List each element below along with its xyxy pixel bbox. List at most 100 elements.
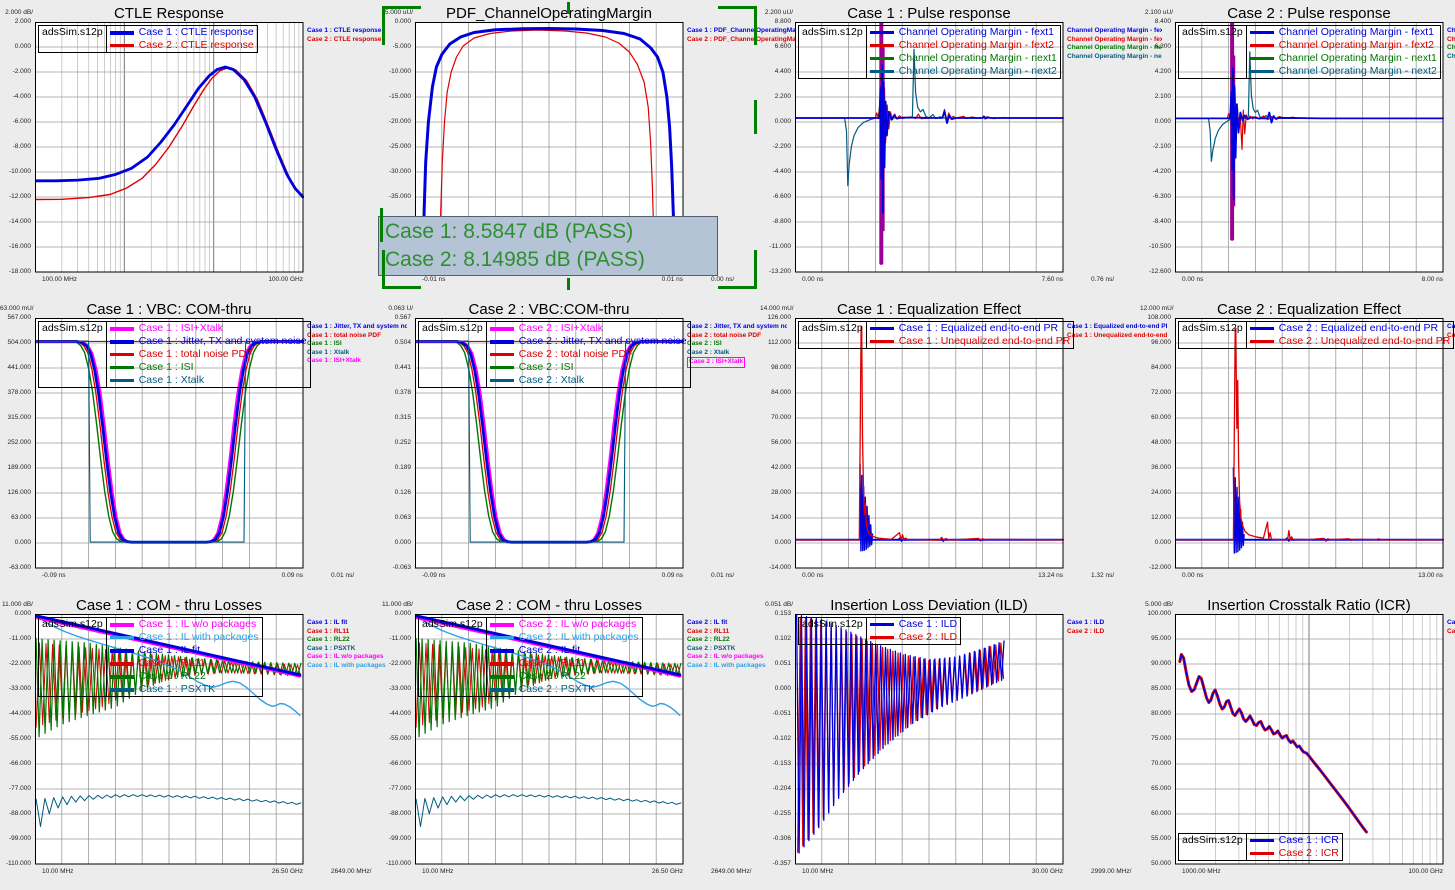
legend-entry[interactable]: Channel Operating Margin - fext1 [1447,27,1455,34]
legend-row[interactable]: Case 1 : IL with packages [109,631,259,644]
legend-entry[interactable]: Case 1 : ILD [1067,619,1105,626]
legend-entry[interactable]: Channel Operating Margin - next2 [1067,52,1162,60]
selection-handle[interactable] [718,6,757,45]
com-result-annotation[interactable]: Case 1: 8.5847 dB (PASS) Case 2: 8.14985 … [378,216,718,276]
legend-entry[interactable]: Case 2 : RL22 [687,636,730,643]
legend-entry[interactable]: Case 2 : Xtalk [687,348,730,356]
selection-handle[interactable] [382,6,421,45]
plot-area[interactable] [1175,318,1444,569]
legend-row[interactable]: Case 1 : ILD [869,618,957,631]
plot-legend[interactable]: adsSim.s12p Channel Operating Margin - fe… [798,25,1061,79]
legend-row[interactable]: Case 1 : ISI [109,361,307,374]
legend-row[interactable]: Case 2 : PSXTK [489,683,639,696]
legend-row[interactable]: Channel Operating Margin - next2 [1249,65,1437,78]
legend-entry[interactable]: Case 1 : RL11 [307,627,350,635]
selection-handle[interactable] [567,2,570,14]
legend-row[interactable]: Channel Operating Margin - fext1 [869,26,1057,39]
legend-row[interactable]: Case 1 : IL w/o packages [109,618,259,631]
legend-row[interactable]: Case 2 : Xtalk [489,374,687,387]
legend-row[interactable]: Channel Operating Margin - fext1 [1249,26,1437,39]
legend-entry[interactable]: Case 2 : PSXTK [687,644,736,652]
plot-area[interactable] [795,614,1064,865]
legend-row[interactable]: Case 1 : PSXTK [109,683,259,696]
legend-entry[interactable]: Case 1 : ISI+Xtalk [307,357,362,364]
legend-entry[interactable]: Case 1 : ISI [307,340,342,347]
legend-row[interactable]: Case 1 : total noise PDF [109,348,307,361]
legend-row[interactable]: Channel Operating Margin - next1 [1249,52,1437,65]
legend-entry[interactable]: Case 1 : ICR [1447,619,1455,626]
legend-row[interactable]: Case 1 : CTLE response [109,26,254,39]
plot-area[interactable] [415,614,684,865]
plot-area[interactable] [1175,614,1444,865]
legend-row[interactable]: Case 2 : IL with packages [489,631,639,644]
legend-row[interactable]: Channel Operating Margin - next2 [869,65,1057,78]
legend-row[interactable]: Case 1 : IL fit [109,644,259,657]
legend-row[interactable]: Channel Operating Margin - fext2 [1249,39,1437,52]
legend-row[interactable]: Case 1 : RL11 [109,657,259,670]
legend-entry[interactable]: Case 2 : IL with packages [687,661,766,669]
legend-row[interactable]: Case 2 : CTLE response [109,39,254,52]
legend-entry[interactable]: Case 1 : Equalized end-to-end PR [1067,323,1167,330]
legend-entry[interactable]: Case 2 : Equalized end-to-end PR [1447,323,1455,330]
plot-area[interactable] [1175,22,1444,273]
legend-entry[interactable]: Channel Operating Margin - fext2 [1067,35,1162,43]
legend-row[interactable]: Case 2 : RL22 [489,670,639,683]
legend-row[interactable]: Case 2 : ISI+Xtalk [489,322,687,335]
plot-legend[interactable]: adsSim.s12p Case 2 : ISI+Xtalk Case 2 : Ji… [418,321,691,388]
legend-row[interactable]: Channel Operating Margin - fext2 [869,39,1057,52]
legend-row[interactable]: Case 2 : Unequalized end-to-end PR [1249,335,1450,348]
legend-entry[interactable]: Case 2 : ISI+Xtalk [687,357,746,368]
legend-entry[interactable]: Case 1 : IL fit [307,619,348,626]
legend-row[interactable]: Case 1 : ICR [1249,834,1339,847]
legend-entry[interactable]: Case 2 : ISI [687,340,722,347]
legend-entry[interactable]: Channel Operating Margin - next1 [1067,44,1162,51]
legend-entry[interactable]: Case 2 : ILD [1067,627,1105,635]
plot-area[interactable] [795,22,1064,273]
legend-entry[interactable]: Channel Operating Margin - next2 [1447,52,1455,60]
legend-row[interactable]: Case 1 : Unequalized end-to-end PR [869,335,1070,348]
legend-row[interactable]: Case 2 : Jitter, TX and system noise [489,335,687,348]
legend-entry[interactable]: Case 1 : Unequalized end-to-end PR [1067,331,1167,339]
legend-entry[interactable]: Case 2 : Unequalized end-to-end PR [1447,331,1455,339]
legend-row[interactable]: Case 2 : IL w/o packages [489,618,639,631]
plot-area[interactable] [795,318,1064,569]
plot-legend[interactable]: adsSim.s12p Case 2 : Equalized end-to-end… [1178,321,1455,349]
plot-legend[interactable]: adsSim.s12p Case 1 : CTLE response Case 2 … [38,25,258,53]
selection-handle[interactable] [754,100,757,134]
legend-row[interactable]: Case 1 : RL22 [109,670,259,683]
legend-entry[interactable]: Case 1 : Xtalk [307,348,350,356]
plot-legend[interactable]: adsSim.s12p Channel Operating Margin - fe… [1178,25,1441,79]
legend-row[interactable]: Case 2 : ILD [869,631,957,644]
legend-row[interactable]: Channel Operating Margin - next1 [869,52,1057,65]
legend-row[interactable]: Case 1 : ISI+Xtalk [109,322,307,335]
legend-entry[interactable]: Case 2 : IL w/o packages [687,653,764,660]
legend-row[interactable]: Case 2 : RL11 [489,657,639,670]
legend-entry[interactable]: Case 1 : CTLE response [307,27,382,34]
legend-entry[interactable]: Case 2 : RL11 [687,627,730,635]
legend-entry[interactable]: Case 1 : RL22 [307,636,350,643]
plot-area[interactable] [35,318,304,569]
legend-entry[interactable]: Case 2 : ICR [1447,627,1455,635]
plot-area[interactable] [35,22,304,273]
legend-entry[interactable]: Case 2 : total noise PDF [687,331,762,339]
legend-entry[interactable]: Case 1 : PSXTK [307,644,356,652]
legend-row[interactable]: Case 2 : Equalized end-to-end PR [1249,322,1451,335]
legend-entry[interactable]: Case 2 : Jitter, TX and system noise [687,323,787,330]
legend-entry[interactable]: Channel Operating Margin - next1 [1447,44,1455,51]
legend-row[interactable]: Case 1 : Jitter, TX and system noise [109,335,307,348]
plot-area[interactable] [415,318,684,569]
plot-area[interactable] [35,614,304,865]
selection-handle[interactable] [567,278,570,290]
legend-entry[interactable]: Channel Operating Margin - fext1 [1067,27,1162,34]
plot-legend[interactable]: adsSim.s12p Case 1 : IL w/o packages Case … [38,617,263,697]
legend-row[interactable]: Case 1 : Xtalk [109,374,307,387]
legend-row[interactable]: Case 2 : IL fit [489,644,639,657]
legend-row[interactable]: Case 2 : ICR [1249,847,1339,860]
legend-entry[interactable]: Case 1 : IL with packages [307,661,386,669]
selection-handle[interactable] [382,250,421,289]
legend-row[interactable]: Case 1 : Equalized end-to-end PR [869,322,1071,335]
plot-legend[interactable]: adsSim.s12p Case 1 : ISI+Xtalk Case 1 : Ji… [38,321,311,388]
legend-entry[interactable]: Case 2 : CTLE response [307,35,382,43]
plot-legend[interactable]: adsSim.s12p Case 1 : Equalized end-to-end… [798,321,1075,349]
legend-entry[interactable]: Case 1 : total noise PDF [307,331,382,339]
